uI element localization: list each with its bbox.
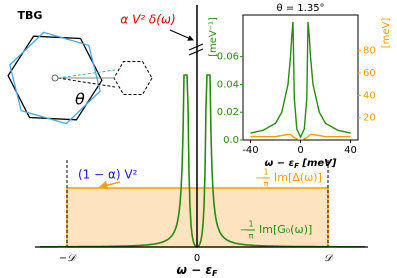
- theta: θ: [75, 90, 85, 109]
- y-tick-label: 0.04: [217, 79, 239, 90]
- delta-label: α V² δ(ω): [120, 13, 175, 27]
- arrow: [98, 180, 121, 190]
- series-line: [250, 133, 351, 140]
- dos-label: −1 π Im[G₀(ω)]: [240, 220, 312, 241]
- x-label-part: [meV]: [299, 158, 337, 169]
- x-tick-label: -40: [242, 145, 258, 156]
- hexagon: [113, 61, 153, 95]
- num: 1: [248, 220, 253, 229]
- y-tick-label: 0.06: [217, 52, 239, 63]
- y2-tick-label: 60: [363, 68, 376, 79]
- sign: −: [255, 173, 263, 184]
- x-label: −𝒟: [59, 253, 77, 264]
- x-title: ω − εF: [177, 263, 219, 278]
- x-tick-label: 0: [297, 145, 303, 156]
- hyb-label: −1 π Im[Δ(ω)]: [255, 168, 322, 189]
- break: [188, 43, 204, 51]
- y2-tick-label: 20: [363, 113, 376, 124]
- ray: [57, 69, 116, 79]
- y-label: [meV⁻¹]: [208, 17, 219, 57]
- hexagon: [9, 31, 101, 125]
- tbg-label: TBG: [18, 9, 43, 22]
- text: Im[G₀(ω)]: [259, 223, 312, 236]
- x-label-part: F: [294, 162, 299, 170]
- y2-tick-label: 80: [363, 46, 376, 57]
- y-tick-label: 0.0: [223, 135, 239, 146]
- break: [188, 48, 204, 56]
- lattice: [7, 31, 153, 125]
- ray: [57, 77, 116, 88]
- x-tick-label: 40: [344, 145, 357, 156]
- inset-bg: [242, 14, 359, 141]
- x-label: ω − εF [meV]: [265, 158, 337, 170]
- y2-tick-label: 40: [363, 90, 376, 101]
- y2-label: [meV]: [381, 18, 392, 49]
- center: [51, 74, 59, 82]
- hexagon: [7, 35, 103, 121]
- series-line: [250, 21, 351, 139]
- x-label: 𝒟: [324, 253, 334, 264]
- arrow: [169, 29, 194, 41]
- x-label-part: ω − ε: [265, 158, 295, 169]
- y-tick-label: 0.02: [217, 107, 239, 118]
- den: π: [264, 180, 269, 189]
- den: π: [249, 232, 254, 241]
- num: 1: [263, 168, 268, 177]
- text: Im[Δ(ω)]: [274, 171, 322, 184]
- x-label: 0: [194, 253, 200, 264]
- box-label: (1 − α) V²: [78, 168, 138, 182]
- inset: θ = 1.35° -40 0 40 0.0 0.02 0.04 0.06 20 40 60 80 [m…: [208, 3, 392, 170]
- inset-title: θ = 1.35°: [276, 3, 324, 14]
- sign: −: [240, 225, 248, 236]
